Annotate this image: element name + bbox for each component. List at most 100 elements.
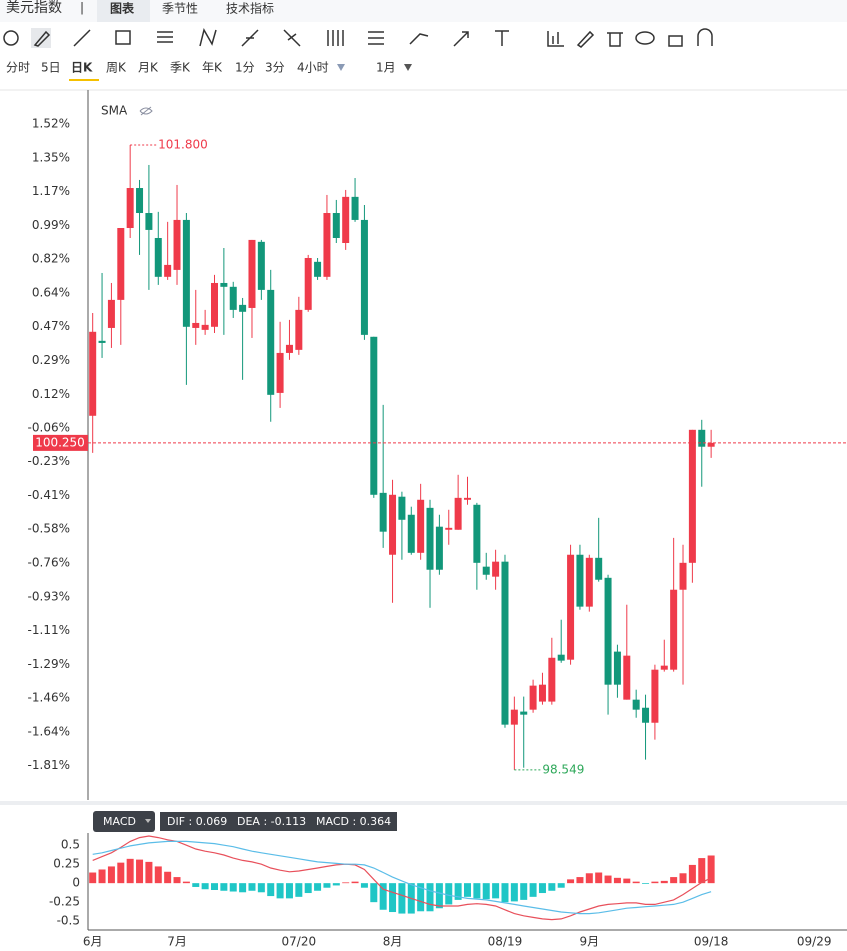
period[interactable]: 4小时 [297, 61, 329, 75]
macd-bar [501, 883, 509, 903]
macd-bar [89, 872, 97, 884]
y-tick-label: -0.41% [28, 488, 70, 502]
candle-body [548, 657, 556, 702]
y-tick-label: 0.99% [32, 218, 70, 232]
macd-bar [417, 883, 425, 912]
active-tab-bg [97, 0, 150, 22]
tool-icon[interactable] [327, 30, 344, 46]
y-tick-label: 1.52% [32, 117, 70, 131]
tool-icon[interactable] [368, 31, 384, 45]
period[interactable]: 周K [106, 61, 127, 75]
panel-divider [0, 801, 847, 805]
macd-bar [529, 883, 537, 897]
macd-bar [454, 883, 462, 900]
macd-y-tick-label: -0.5 [57, 914, 80, 928]
period[interactable]: 月K [138, 61, 159, 75]
candle-body [389, 494, 397, 555]
candle-body [482, 566, 490, 575]
tool-icon[interactable] [409, 33, 429, 45]
y-tick-label: -0.23% [28, 454, 70, 468]
tool-icon[interactable] [635, 31, 655, 45]
tool-icon[interactable] [547, 31, 564, 47]
dropdown-arrow[interactable] [337, 64, 345, 71]
tab[interactable]: 图表 [110, 1, 135, 16]
macd-bar [538, 883, 546, 894]
tab[interactable]: 技术指标 [226, 1, 274, 16]
period[interactable]: 年K [202, 61, 223, 75]
macd-label-box[interactable] [93, 811, 155, 832]
period[interactable]: 日K [71, 61, 93, 75]
tool-icon[interactable] [576, 30, 595, 48]
candle-body [220, 282, 228, 287]
macd-bar [548, 883, 556, 891]
candle-body [342, 196, 350, 243]
candle-body [164, 264, 172, 277]
tool-icon[interactable] [453, 31, 469, 47]
macd-bar [557, 883, 565, 888]
range-select[interactable]: 1月 [376, 61, 396, 75]
period[interactable]: 季K [170, 61, 191, 75]
macd-bar [510, 883, 518, 902]
macd-bar [632, 881, 640, 884]
macd-bar [576, 877, 584, 884]
macd-bar [464, 883, 471, 897]
tool-icon[interactable] [495, 30, 509, 46]
macd-bar [211, 883, 218, 890]
candle-body [407, 514, 415, 553]
candle-body [267, 289, 275, 395]
y-tick-label: 0.29% [32, 353, 70, 367]
candle-body [623, 655, 631, 700]
macd-bar [117, 862, 125, 884]
macd-line [92, 840, 712, 915]
candle-body [276, 352, 284, 393]
tool-icon[interactable] [283, 29, 301, 47]
tab[interactable]: 季节性 [162, 2, 198, 16]
candle-body [660, 665, 668, 670]
tool-icon[interactable] [3, 30, 19, 46]
macd-bar [182, 881, 190, 884]
candle-body [426, 507, 434, 570]
period[interactable]: 分时 [6, 61, 30, 75]
period[interactable]: 5日 [41, 61, 61, 75]
tool-icon[interactable] [33, 30, 51, 47]
period[interactable]: 1分 [235, 61, 255, 75]
candle-body [107, 299, 115, 328]
macd-bar [688, 864, 696, 884]
candle-body [585, 557, 593, 607]
period[interactable]: 3分 [265, 61, 285, 75]
y-tick-label: -1.81% [28, 758, 70, 772]
macd-bar [389, 883, 397, 913]
macd-bar [670, 877, 678, 884]
dropdown-arrow[interactable] [404, 64, 412, 71]
tool-icon[interactable] [157, 31, 173, 43]
tool-icon[interactable] [607, 32, 623, 47]
y-tick-label: 0.64% [32, 285, 70, 299]
tool-icon[interactable] [241, 29, 259, 47]
macd-legend: MACD : 0.364 [316, 815, 391, 828]
candle-body [688, 429, 696, 563]
instrument-title: 美元指数 [6, 0, 62, 16]
candle-body [604, 577, 612, 685]
x-tick-label: 9月 [579, 935, 599, 949]
macd-bar [248, 883, 256, 891]
macd-bar [323, 883, 331, 888]
tool-icon[interactable] [668, 35, 683, 47]
tool-icon[interactable] [199, 28, 217, 47]
macd-bar [314, 883, 322, 891]
macd-y-tick-label: 0 [72, 876, 80, 890]
tool-icon[interactable] [115, 30, 131, 45]
candle-body [417, 499, 425, 553]
period-underline [69, 79, 99, 81]
visibility-icon[interactable] [139, 106, 153, 116]
macd-bar [679, 873, 687, 884]
tool-icon[interactable] [697, 28, 713, 46]
candle-body [613, 651, 621, 685]
candle-body [379, 492, 387, 532]
tool-icon[interactable] [73, 29, 91, 47]
y-tick-label: 1.35% [32, 150, 70, 164]
candle-body [492, 561, 500, 577]
candle-body [576, 554, 584, 607]
macd-bar [173, 877, 181, 884]
macd-bar [567, 879, 575, 884]
candle-body [117, 228, 125, 300]
